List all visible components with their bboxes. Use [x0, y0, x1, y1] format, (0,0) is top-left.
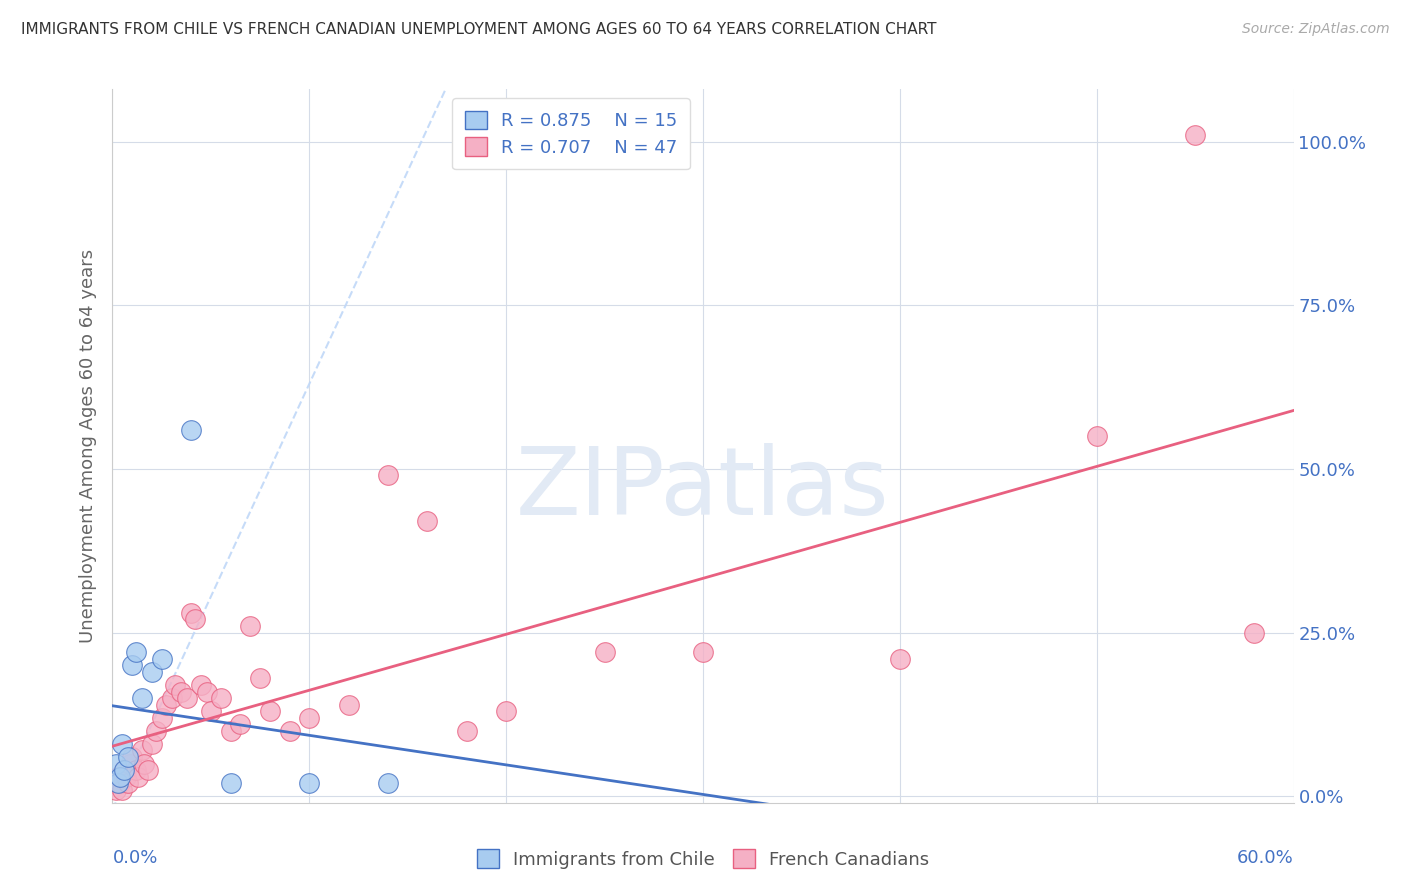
- Point: [125, 645, 148, 659]
- Text: Source: ZipAtlas.com: Source: ZipAtlas.com: [1241, 22, 1389, 37]
- Point: [298, 711, 321, 725]
- Point: [111, 737, 134, 751]
- Point: [117, 750, 139, 764]
- Point: [155, 698, 177, 712]
- Point: [110, 776, 132, 790]
- Point: [110, 770, 132, 784]
- Point: [112, 763, 135, 777]
- Point: [495, 704, 517, 718]
- Point: [103, 776, 125, 790]
- Point: [416, 514, 439, 528]
- Point: [180, 606, 202, 620]
- Point: [219, 776, 242, 790]
- Point: [141, 737, 163, 751]
- Point: [127, 770, 149, 784]
- Point: [593, 645, 616, 659]
- Point: [377, 776, 399, 790]
- Point: [141, 665, 163, 679]
- Point: [200, 704, 222, 718]
- Point: [1243, 625, 1265, 640]
- Point: [150, 711, 173, 725]
- Point: [132, 756, 155, 771]
- Point: [170, 684, 193, 698]
- Point: [136, 763, 159, 777]
- Point: [195, 684, 218, 698]
- Point: [131, 743, 153, 757]
- Point: [889, 652, 911, 666]
- Point: [249, 672, 271, 686]
- Legend: Immigrants from Chile, French Canadians: Immigrants from Chile, French Canadians: [470, 842, 936, 876]
- Point: [190, 678, 212, 692]
- Point: [112, 763, 135, 777]
- Point: [456, 723, 478, 738]
- Point: [377, 468, 399, 483]
- Point: [117, 776, 139, 790]
- Point: [209, 691, 232, 706]
- Point: [150, 652, 173, 666]
- Text: IMMIGRANTS FROM CHILE VS FRENCH CANADIAN UNEMPLOYMENT AMONG AGES 60 TO 64 YEARS : IMMIGRANTS FROM CHILE VS FRENCH CANADIAN…: [21, 22, 936, 37]
- Point: [176, 691, 198, 706]
- Point: [259, 704, 281, 718]
- Point: [229, 717, 252, 731]
- Point: [239, 619, 262, 633]
- Point: [165, 678, 187, 692]
- Point: [120, 756, 142, 771]
- Point: [180, 423, 202, 437]
- Point: [121, 750, 143, 764]
- Y-axis label: Unemployment Among Ages 60 to 64 years: Unemployment Among Ages 60 to 64 years: [79, 249, 97, 643]
- Point: [160, 691, 183, 706]
- Point: [298, 776, 321, 790]
- Point: [107, 776, 129, 790]
- Point: [337, 698, 360, 712]
- Point: [105, 782, 128, 797]
- Point: [1184, 128, 1206, 142]
- Point: [1085, 429, 1108, 443]
- Text: 0.0%: 0.0%: [112, 849, 157, 867]
- Point: [115, 770, 138, 784]
- Point: [121, 658, 143, 673]
- Point: [219, 723, 242, 738]
- Point: [692, 645, 714, 659]
- Point: [131, 691, 153, 706]
- Text: ZIPatlas: ZIPatlas: [516, 442, 890, 535]
- Point: [107, 770, 129, 784]
- Point: [145, 723, 167, 738]
- Point: [125, 763, 148, 777]
- Text: 60.0%: 60.0%: [1237, 849, 1294, 867]
- Point: [111, 782, 134, 797]
- Point: [105, 756, 128, 771]
- Point: [278, 723, 301, 738]
- Point: [184, 612, 207, 626]
